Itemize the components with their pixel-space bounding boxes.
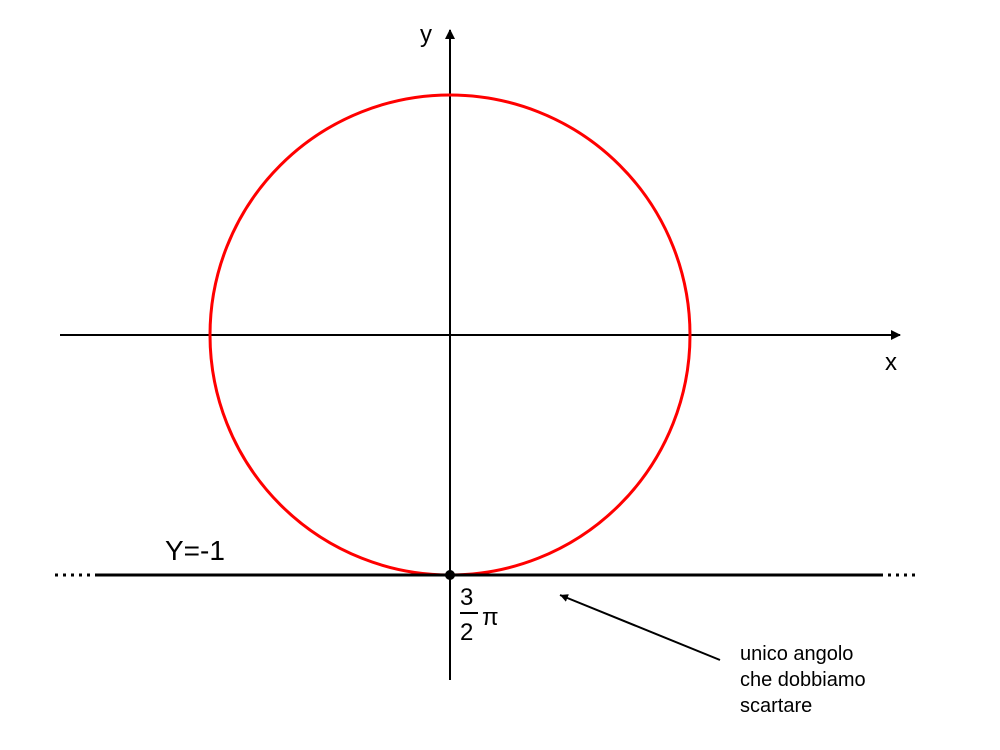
y-axis-label: y xyxy=(420,21,432,48)
angle-denominator: 2 xyxy=(460,619,473,646)
annotation-note-line: unico angolo xyxy=(740,643,853,665)
x-axis-label: x xyxy=(885,349,897,376)
annotation-arrow xyxy=(560,595,720,660)
tangent-line-label: Y=-1 xyxy=(165,535,225,566)
diagram-canvas: x y Y=-1 3 2 π unico angolo che dobbiamo… xyxy=(0,0,1000,750)
annotation-note-line: scartare xyxy=(740,695,812,717)
pi-symbol: π xyxy=(482,604,499,631)
annotation-note-line: che dobbiamo xyxy=(740,669,866,691)
tangent-point xyxy=(445,570,455,580)
angle-numerator: 3 xyxy=(460,584,473,611)
angle-label: 3 2 π xyxy=(460,584,499,646)
